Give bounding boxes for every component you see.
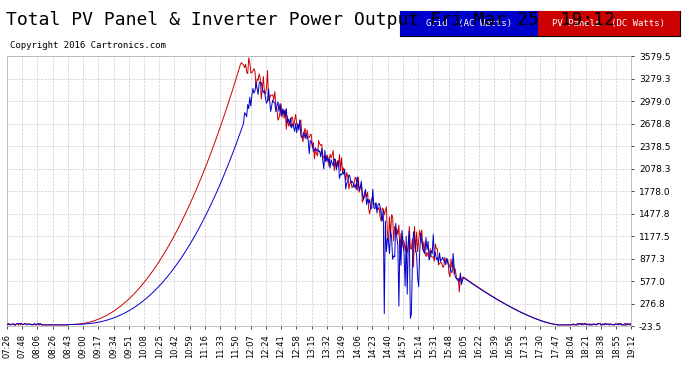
Text: Grid  (AC Watts): Grid (AC Watts) [426,19,512,28]
Text: Total PV Panel & Inverter Power Output Fri Mar 25  19:12: Total PV Panel & Inverter Power Output F… [6,11,615,29]
Text: PV Panels  (DC Watts): PV Panels (DC Watts) [553,19,665,28]
Text: Copyright 2016 Cartronics.com: Copyright 2016 Cartronics.com [10,41,166,50]
